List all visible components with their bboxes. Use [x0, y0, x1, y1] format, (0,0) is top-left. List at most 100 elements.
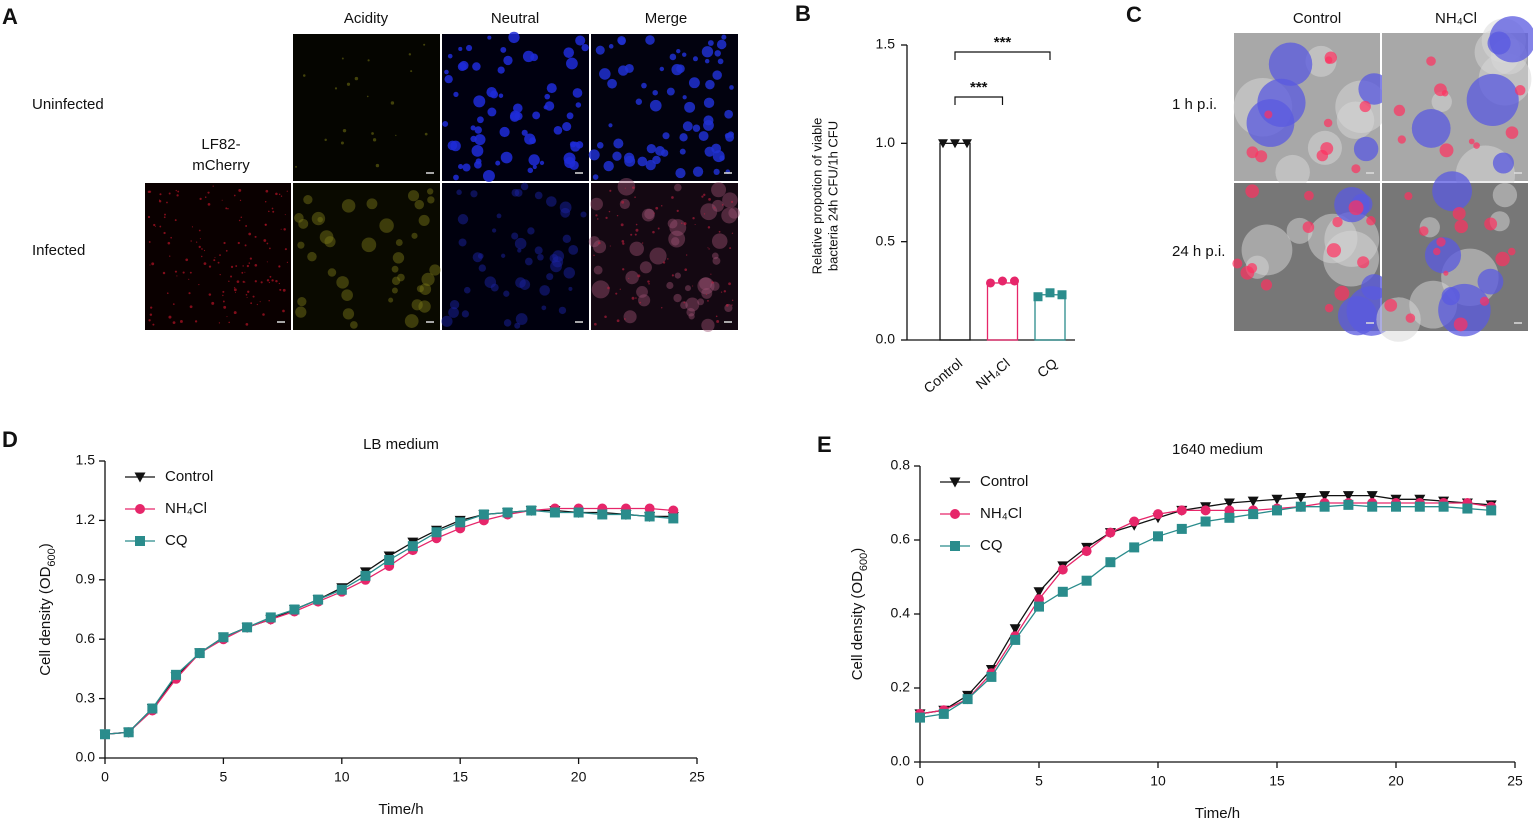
micrograph-spot: [524, 133, 536, 145]
micrograph: [293, 34, 440, 181]
micrograph-spot: [341, 289, 353, 301]
micrograph-spot: [1453, 317, 1468, 332]
micrograph-spot: [498, 93, 504, 98]
data-point: [620, 509, 631, 520]
micrograph-spot: [249, 257, 252, 260]
micrograph-spot: [667, 258, 669, 260]
data-point: [100, 729, 110, 740]
micrograph-spot: [1487, 31, 1511, 55]
micrograph-spot: [711, 252, 719, 260]
micrograph-spot: [164, 213, 166, 216]
micrograph-spot: [302, 74, 306, 77]
micrograph-spot: [201, 248, 203, 250]
data-point: [1223, 498, 1235, 509]
micrograph-spot: [1397, 135, 1406, 144]
micrograph-spot: [674, 272, 681, 279]
data-point: [526, 505, 537, 516]
micrograph-spot: [728, 282, 731, 286]
micrograph-spot: [722, 192, 738, 208]
micrograph-spot: [148, 319, 151, 322]
data-point: [950, 139, 960, 149]
micrograph-spot: [470, 125, 476, 131]
micrograph-spot: [534, 191, 543, 200]
micrograph-spot: [244, 244, 247, 247]
y-tick-label: 0.2: [891, 679, 911, 695]
data-point: [1200, 505, 1211, 516]
micrograph-spot: [670, 237, 680, 246]
micrograph-spot: [539, 160, 545, 166]
micrograph-spot: [520, 182, 529, 191]
y-tick-label: 0.6: [891, 531, 911, 547]
row-label: 24 h p.i.: [1172, 243, 1225, 260]
series-line: [919, 494, 1492, 715]
data-point: [1129, 516, 1140, 527]
data-point: [123, 727, 134, 738]
micrograph-spot: [194, 320, 198, 323]
data-point: [1414, 501, 1425, 512]
micrograph-spot: [189, 305, 193, 309]
micrograph-spot: [719, 155, 725, 161]
micrograph-spot: [1432, 171, 1473, 212]
micrograph-spot: [234, 292, 236, 294]
micrograph-spot: [199, 238, 201, 240]
x-tick-label: 20: [571, 769, 587, 785]
micrograph-spot: [703, 120, 714, 131]
micrograph-spot: [686, 307, 696, 317]
micrograph-spot: [729, 247, 732, 250]
data-point: [502, 507, 513, 518]
micrograph-spot: [391, 276, 401, 286]
micrograph-spot: [487, 107, 497, 117]
data-point: [1319, 491, 1331, 502]
micrograph-spot: [522, 50, 535, 63]
micrograph-spot: [268, 299, 270, 302]
data-point: [336, 584, 347, 595]
micrograph-spot: [669, 219, 687, 236]
micrograph-spot: [1257, 78, 1306, 127]
micrograph-spot: [1275, 154, 1310, 190]
micrograph-spot: [336, 276, 349, 289]
micrograph-spot: [228, 321, 230, 324]
data-point: [962, 139, 972, 149]
micrograph-spot: [239, 199, 242, 202]
micrograph-spot: [298, 218, 309, 229]
micrograph-spot: [284, 248, 287, 251]
micrograph-spot: [1514, 85, 1526, 96]
micrograph-spot: [688, 77, 700, 89]
micrograph-spot: [219, 254, 221, 257]
micrograph-spot: [680, 301, 688, 309]
micrograph-spot: [609, 245, 611, 247]
x-tick-label: 25: [1507, 773, 1523, 789]
micrograph-spot: [1334, 285, 1350, 301]
data-point: [1200, 516, 1211, 527]
micrograph-spot: [684, 101, 696, 113]
micrograph-spot: [148, 190, 152, 193]
micrograph-spot: [509, 112, 520, 122]
micrograph-spot: [524, 257, 533, 266]
y-tick-label: 1.0: [876, 134, 896, 150]
micrograph-spot: [189, 271, 192, 274]
micrograph-spot: [482, 169, 495, 182]
micrograph-spot: [641, 208, 655, 222]
micrograph-spot: [621, 240, 625, 243]
chart-title: LB medium: [363, 436, 439, 453]
micrograph-spot: [188, 278, 190, 280]
micrograph-spot: [233, 287, 236, 289]
micrograph-spot: [707, 226, 711, 229]
y-axis-label: Cell density (OD600): [849, 548, 870, 681]
y-tick-label: 1.2: [76, 511, 96, 527]
micrograph-spot: [354, 76, 359, 81]
micrograph-spot: [264, 223, 267, 226]
micrograph-spot: [645, 159, 656, 171]
micrograph-spot: [1452, 207, 1466, 221]
data-point: [1486, 505, 1497, 516]
micrograph-spot: [605, 216, 608, 220]
micrograph-spot: [264, 201, 267, 203]
micrograph-spot: [1405, 313, 1416, 323]
data-point: [1081, 546, 1092, 557]
micrograph-spot: [366, 95, 369, 98]
series-line: [919, 504, 1492, 719]
micrograph-spot: [185, 258, 189, 262]
significance-label: ***: [994, 34, 1012, 51]
micrograph-spot: [712, 70, 722, 80]
micrograph-spot: [667, 218, 678, 229]
